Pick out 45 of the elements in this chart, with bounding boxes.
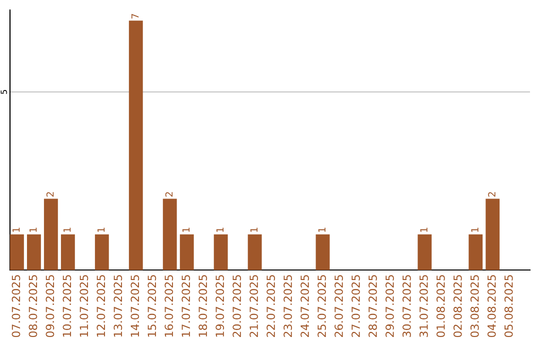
data-label: 2 — [488, 192, 496, 197]
x-tick-label: 16.07.2025 — [164, 275, 174, 337]
data-label: 2 — [165, 192, 173, 197]
x-tick-label: 15.07.2025 — [148, 275, 156, 337]
data-label: 1 — [420, 228, 428, 232]
x-tick-label: 25.07.2025 — [318, 275, 326, 337]
x-tick-label: 03.08.2025 — [470, 275, 479, 338]
x-tick-label: 30.07.2025 — [402, 275, 411, 337]
x-tick-label: 31.07.2025 — [419, 275, 428, 337]
y-tick-label: 5 — [0, 90, 7, 94]
x-tick-label: 28.07.2025 — [368, 275, 377, 337]
x-tick-label: 10.07.2025 — [62, 275, 72, 337]
x-tick-label: 09.07.2025 — [46, 275, 54, 338]
x-tick-label: 01.08.2025 — [436, 275, 445, 338]
data-label: 1 — [30, 228, 37, 232]
x-tick-label: 05.08.2025 — [504, 275, 513, 338]
x-tick-label: 29.07.2025 — [386, 275, 394, 337]
x-tick-label: 22.07.2025 — [266, 275, 276, 337]
x-tick-label: 27.07.2025 — [352, 275, 360, 337]
x-tick-label: 21.07.2025 — [250, 275, 258, 337]
data-label: 1 — [12, 228, 20, 232]
data-label: 1 — [250, 228, 258, 232]
x-tick-label: 18.07.2025 — [198, 275, 208, 337]
data-label: 1 — [64, 228, 71, 232]
x-tick-label: 26.07.2025 — [334, 275, 343, 337]
x-tick-label: 19.07.2025 — [216, 275, 224, 337]
x-tick-label: 11.07.2025 — [80, 275, 88, 337]
x-tick-label: 12.07.2025 — [96, 275, 106, 337]
x-tick-label: 08.07.2025 — [28, 275, 38, 338]
data-label: 1 — [471, 228, 478, 232]
data-label: 1 — [318, 228, 326, 232]
data-label: 1 — [182, 228, 190, 232]
x-tick-label: 14.07.2025 — [130, 275, 140, 337]
data-label: 2 — [46, 192, 54, 197]
x-tick-label: 23.07.2025 — [284, 275, 292, 337]
data-label: 7 — [131, 14, 139, 18]
x-tick-label: 17.07.2025 — [182, 275, 190, 337]
data-label: 1 — [216, 228, 224, 232]
x-tick-label: 02.08.2025 — [453, 275, 462, 338]
x-tick-label: 20.07.2025 — [232, 275, 242, 337]
x-tick-label: 24.07.2025 — [300, 275, 309, 337]
x-tick-label: 04.08.2025 — [487, 275, 496, 338]
x-tick-label: 13.07.2025 — [114, 275, 122, 337]
data-label: 1 — [98, 228, 105, 232]
x-tick-label: 07.07.2025 — [12, 275, 20, 338]
